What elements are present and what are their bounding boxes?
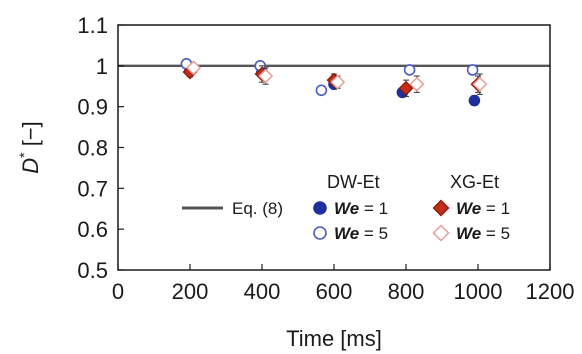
y-tick-label: 1.1 [77, 13, 108, 38]
legend-label-xg-et-we5: We = 5 [456, 224, 510, 243]
data-point-dw-et-we1 [468, 94, 481, 107]
y-axis-label: D* [−] [16, 121, 43, 174]
legend-label-dw-et-we5: We = 5 [334, 224, 388, 243]
data-point-xg-et-we5 [409, 76, 425, 92]
legend-marker-dw-et-we1 [313, 201, 327, 215]
data-point-xg-et-we5 [472, 76, 488, 92]
y-tick-label: 0.9 [77, 95, 108, 120]
x-axis-label: Time [ms] [286, 326, 382, 351]
y-tick-label: 0.6 [77, 217, 108, 242]
legend-label-dw-et-we1: We = 1 [334, 199, 388, 218]
y-axis-label-symbol: D [18, 158, 43, 174]
x-tick-label: 600 [316, 279, 353, 304]
data-point-dw-et-we5 [466, 64, 479, 76]
y-tick-label: 1 [96, 54, 108, 79]
legend-eq8-label: Eq. (8) [232, 199, 283, 218]
x-tick-label: 1200 [526, 279, 575, 304]
legend-marker-dw-et-we5 [313, 226, 327, 240]
legend-marker-xg-et-we5 [432, 224, 450, 242]
x-tick-label: 0 [112, 279, 124, 304]
data-point-dw-et-we5 [315, 84, 328, 97]
y-axis-label-superscript: * [16, 152, 32, 158]
x-tick-label: 800 [388, 279, 425, 304]
series-dw-et-we5 [180, 57, 479, 97]
y-axis-label-unit: [−] [18, 121, 43, 152]
x-tick-label: 200 [172, 279, 209, 304]
legend-title-dw-et: DW-Et [327, 172, 380, 192]
x-tick-label: 1000 [454, 279, 503, 304]
legend: DW-Et XG-Et Eq. (8) We = 1 We = 5 We = 1 We… [182, 172, 510, 243]
y-tick-label: 0.7 [77, 176, 108, 201]
data-point-xg-et-we1 [398, 80, 414, 96]
series-xg-et-we5 [186, 60, 488, 95]
data-point-xg-et-we5 [258, 68, 274, 84]
y-tick-label: 0.8 [77, 136, 108, 161]
legend-marker-xg-et-we1 [432, 199, 450, 217]
legend-title-xg-et: XG-Et [450, 172, 499, 192]
data-point-xg-et-we5 [330, 74, 346, 90]
data-point-xg-et-we5 [186, 60, 202, 76]
legend-label-xg-et-we1: We = 1 [456, 199, 510, 218]
x-tick-label: 400 [244, 279, 281, 304]
data-point-dw-et-we5 [403, 64, 416, 76]
y-tick-label: 0.5 [77, 258, 108, 283]
